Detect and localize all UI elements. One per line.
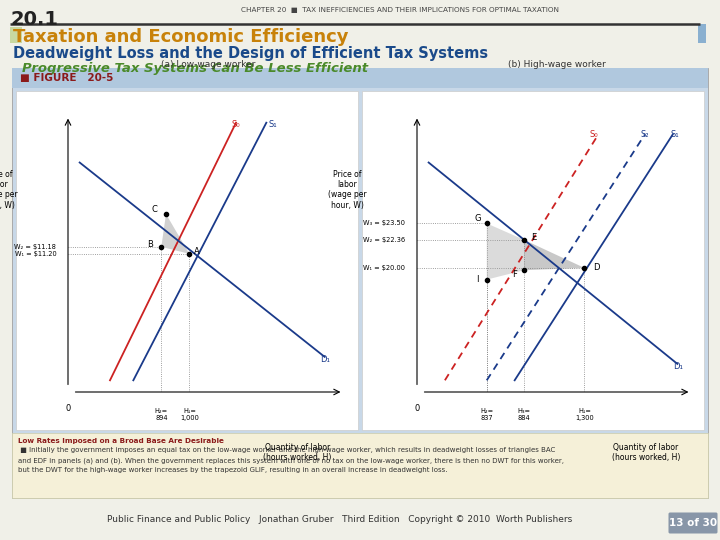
Bar xyxy=(362,91,704,430)
Text: 0: 0 xyxy=(66,404,71,413)
Text: H₂=
837: H₂= 837 xyxy=(480,408,493,421)
Text: A: A xyxy=(194,247,199,256)
Text: W₁ = $11.20: W₁ = $11.20 xyxy=(14,251,56,257)
Polygon shape xyxy=(524,240,585,270)
Text: S₀: S₀ xyxy=(231,120,240,130)
Text: D₁: D₁ xyxy=(320,355,330,363)
Text: W₂ = $11.18: W₂ = $11.18 xyxy=(14,244,56,250)
Text: D: D xyxy=(593,264,599,272)
Polygon shape xyxy=(161,214,189,254)
Bar xyxy=(12,68,708,88)
Text: W₂ = $22.36: W₂ = $22.36 xyxy=(364,237,405,243)
Text: W₁ = $20.00: W₁ = $20.00 xyxy=(364,265,405,271)
Text: but the DWT for the high-wage worker increases by the trapezoid GLIF, resulting : but the DWT for the high-wage worker inc… xyxy=(18,467,448,473)
Text: CHAPTER 20  ■  TAX INEFFICIENCIES AND THEIR IMPLICATIONS FOR OPTIMAL TAXATION: CHAPTER 20 ■ TAX INEFFICIENCIES AND THEI… xyxy=(241,7,559,13)
Bar xyxy=(16,91,358,430)
Text: Deadweight Loss and the Design of Efficient Tax Systems: Deadweight Loss and the Design of Effici… xyxy=(13,46,488,61)
Text: S₀: S₀ xyxy=(589,130,598,139)
Text: B: B xyxy=(147,240,153,249)
Text: (a) Low-wage worker: (a) Low-wage worker xyxy=(161,60,255,69)
FancyBboxPatch shape xyxy=(668,512,718,534)
Text: ■ Initially the government imposes an equal tax on the low-wage worker and the h: ■ Initially the government imposes an eq… xyxy=(18,447,555,453)
Text: E: E xyxy=(531,233,536,242)
Text: 13 of 30: 13 of 30 xyxy=(669,518,717,528)
Text: D₁: D₁ xyxy=(672,362,683,370)
Text: H₁=
1,300: H₁= 1,300 xyxy=(575,408,594,421)
Text: I: I xyxy=(476,275,479,284)
Bar xyxy=(698,24,706,43)
Text: 0: 0 xyxy=(415,404,420,413)
Text: Public Finance and Public Policy   Jonathan Gruber   Third Edition   Copyright ©: Public Finance and Public Policy Jonatha… xyxy=(107,516,572,524)
Text: ■ FIGURE   20-5: ■ FIGURE 20-5 xyxy=(20,73,113,83)
Text: Price of
labor
(wage per
hour, W): Price of labor (wage per hour, W) xyxy=(0,170,17,210)
Text: C: C xyxy=(151,205,157,214)
Bar xyxy=(10,27,22,43)
Text: (b) High-wage worker: (b) High-wage worker xyxy=(508,60,606,69)
Text: Low Rates Imposed on a Broad Base Are Desirable: Low Rates Imposed on a Broad Base Are De… xyxy=(18,438,224,444)
Polygon shape xyxy=(487,224,524,280)
Text: Quantity of labor
(hours worked, H): Quantity of labor (hours worked, H) xyxy=(611,443,680,462)
Text: H₂=
894: H₂= 894 xyxy=(155,408,168,421)
Text: Price of
labor
(wage per
hour, W): Price of labor (wage per hour, W) xyxy=(328,170,366,210)
Text: 20.1: 20.1 xyxy=(10,10,58,29)
Text: S₁: S₁ xyxy=(670,130,679,139)
Text: Progressive Tax Systems Can Be Less Efficient: Progressive Tax Systems Can Be Less Effi… xyxy=(22,62,368,75)
Text: H₁=
1,000: H₁= 1,000 xyxy=(180,408,199,421)
Text: S₂: S₂ xyxy=(640,130,649,139)
Text: S₁: S₁ xyxy=(269,120,277,130)
Text: and EDF in panels (a) and (b). When the government replaces this system with one: and EDF in panels (a) and (b). When the … xyxy=(18,457,564,463)
Text: Taxation and Economic Efficiency: Taxation and Economic Efficiency xyxy=(13,28,348,46)
Bar xyxy=(12,433,708,498)
Text: W₃ = $23.50: W₃ = $23.50 xyxy=(364,220,405,226)
Bar xyxy=(12,68,708,498)
Text: Quantity of labor
(hours worked, H): Quantity of labor (hours worked, H) xyxy=(264,443,332,462)
Text: H₃=
884: H₃= 884 xyxy=(518,408,531,421)
Text: G: G xyxy=(474,214,481,223)
Text: F: F xyxy=(512,271,517,279)
